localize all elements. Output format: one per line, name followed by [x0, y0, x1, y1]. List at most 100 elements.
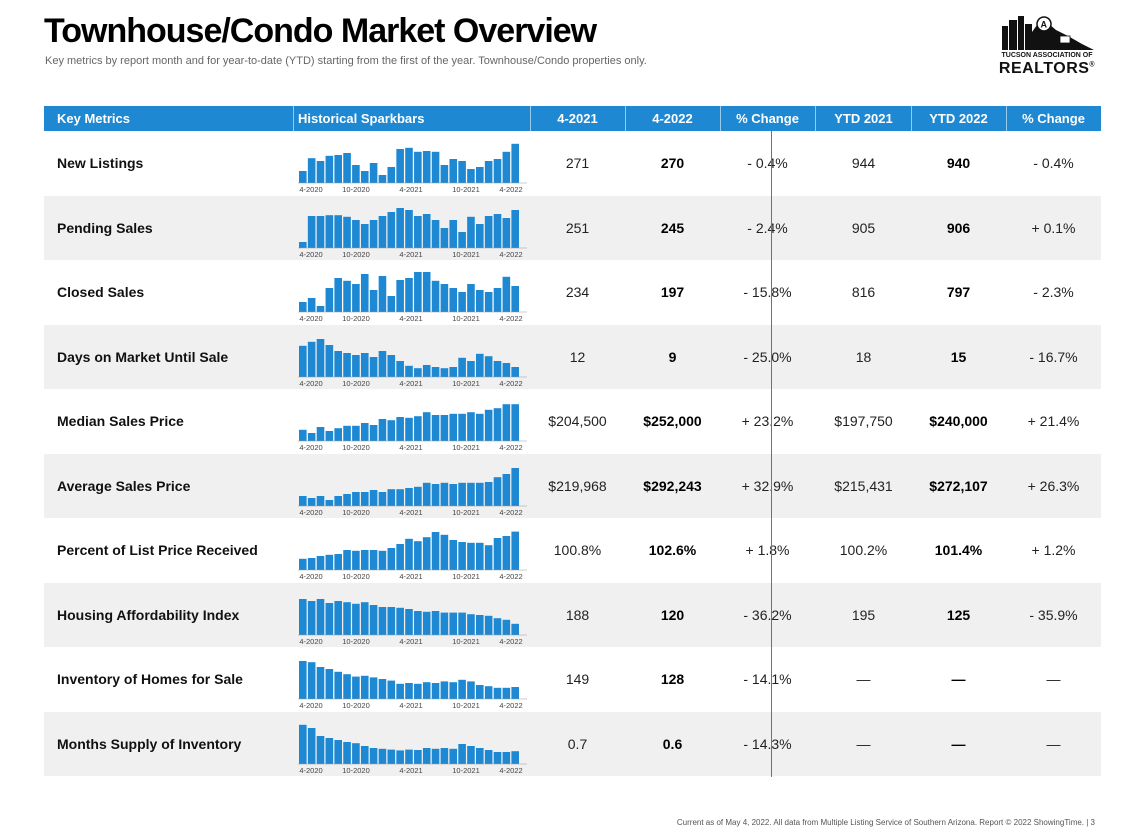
sparkbar — [299, 495, 307, 506]
sparkbar — [422, 364, 431, 377]
sparkbar — [422, 747, 431, 764]
value-ytd-2021: 944 — [851, 155, 876, 171]
sparkbar — [422, 213, 431, 248]
footer-note: Current as of May 4, 2022. All data from… — [676, 818, 1095, 827]
sparkbar — [299, 724, 307, 764]
value-month-change: + 1.8% — [745, 542, 790, 558]
metric-name: Percent of List Price Received — [57, 542, 258, 558]
sparkbar — [378, 491, 387, 506]
sparkbar-tick-label: 4-2020 — [299, 185, 322, 194]
sparkbar — [387, 488, 396, 506]
sparkbar-tick-label: 10-2020 — [342, 379, 370, 388]
sparkbar — [458, 161, 466, 183]
value-ytd-change: + 0.1% — [1031, 219, 1076, 236]
sparkbar — [511, 404, 519, 441]
sparkbar — [493, 360, 502, 377]
sparkbar — [502, 619, 511, 635]
sparkbar — [493, 751, 502, 764]
sparkbar — [378, 550, 387, 570]
logo-realtors-word: REALTORS — [998, 60, 1090, 77]
table-row: Percent of List Price Received 100.8% 102.… — [44, 518, 1101, 583]
value-month-2021: $204,500 — [548, 413, 607, 429]
value-ytd-2022: 797 — [946, 284, 971, 300]
sparkbar — [334, 600, 342, 635]
sparkbar — [431, 151, 440, 183]
sparkbar — [316, 556, 325, 570]
sparkbar — [325, 344, 334, 377]
sparkbar — [325, 499, 334, 506]
sparkbar — [343, 493, 351, 506]
sparkbar — [325, 669, 334, 699]
sparkbar — [484, 686, 493, 699]
sparkbar — [440, 367, 449, 377]
sparkbar — [502, 362, 511, 377]
sparkbar-tick-label: 10-2021 — [452, 508, 480, 517]
sparkbar-tick-label: 4-2021 — [399, 637, 422, 646]
value-month-2021: 188 — [565, 606, 590, 623]
sparkbar — [360, 352, 369, 377]
sparkbar — [396, 544, 404, 570]
sparkbar — [378, 215, 387, 248]
header-divider — [530, 106, 531, 131]
sparkbar — [387, 167, 396, 183]
sparkbar — [325, 602, 334, 635]
sparkbar — [502, 217, 511, 248]
sparkbar-tick-label: 4-2021 — [399, 185, 422, 194]
value-ytd-2021: $215,431 — [834, 477, 893, 494]
value-ytd-2022: 940 — [946, 155, 971, 171]
value-month-2021: $219,968 — [548, 477, 607, 494]
sparkbar — [360, 601, 369, 635]
sparkbar — [396, 280, 404, 312]
header-month-change: % Change — [736, 111, 799, 126]
sparkbar — [343, 674, 351, 699]
sparkbar — [352, 491, 360, 506]
sparkbar — [405, 683, 413, 699]
sparkbar-chart: 4-2020 10-2020 4-2021 10-2021 4-2022 — [298, 454, 530, 519]
sparkbar-chart: 4-2020 10-2020 4-2021 10-2021 4-2022 — [298, 131, 530, 196]
value-ytd-2022: 125 — [946, 606, 971, 623]
value-ytd-change: + 26.3% — [1027, 477, 1080, 494]
sparkbar — [405, 608, 413, 635]
sparkbar — [299, 598, 307, 635]
sparkbar-tick-label: 4-2020 — [299, 379, 322, 388]
value-month-change: - 25.0% — [743, 348, 792, 365]
sparkbar-tick-label: 10-2021 — [452, 443, 480, 452]
sparkbar — [307, 215, 316, 248]
sparkbar — [299, 241, 307, 248]
table-row: Average Sales Price $219,968 $292,243 + 32.… — [44, 453, 1101, 519]
header-divider — [815, 106, 816, 131]
sparkbar-tick-label: 4-2020 — [299, 443, 322, 452]
sparkbar-tick-label: 4-2022 — [499, 379, 522, 388]
sparkbar — [387, 749, 396, 764]
sparkbar — [343, 153, 351, 183]
sparkbar — [449, 483, 458, 506]
sparkbar-chart: 4-2020 10-2020 4-2021 10-2021 4-2022 — [298, 518, 530, 583]
value-month-2022: 0.6 — [662, 735, 683, 752]
sparkbar — [307, 298, 316, 312]
value-ytd-change: + 21.4% — [1027, 413, 1080, 429]
value-ytd-change: - 35.9% — [1029, 606, 1078, 623]
value-ytd-2022: — — [951, 735, 966, 752]
sparkbar — [458, 292, 466, 312]
sparkbar — [325, 431, 334, 441]
sparkbar — [316, 161, 325, 183]
sparkbar-chart: 4-2020 10-2020 4-2021 10-2021 4-2022 — [298, 583, 530, 648]
sparkbar — [476, 747, 484, 764]
sparkbar-tick-label: 10-2020 — [342, 185, 370, 194]
sparkbar — [440, 415, 449, 441]
sparkbar — [316, 735, 325, 764]
sparkbar — [387, 211, 396, 248]
sparkbar — [476, 223, 484, 248]
sparkbar-tick-label: 4-2022 — [499, 443, 522, 452]
sparkbar — [511, 623, 519, 635]
sparkbar — [360, 745, 369, 764]
sparkbar — [396, 607, 404, 635]
tucson-realtors-logo: A TUCSON ASSOCIATION OF REALTORS® — [996, 10, 1098, 77]
sparkbar-tick-label: 10-2021 — [452, 701, 480, 710]
sparkbar — [511, 467, 519, 506]
value-ytd-2021: $197,750 — [834, 413, 893, 429]
sparkbar-tick-label: 4-2021 — [399, 572, 422, 581]
svg-text:A: A — [1041, 20, 1048, 30]
table-header-row: Key Metrics Historical Sparkbars 4-2021 … — [44, 106, 1101, 131]
sparkbar-tick-label: 4-2022 — [499, 314, 522, 323]
